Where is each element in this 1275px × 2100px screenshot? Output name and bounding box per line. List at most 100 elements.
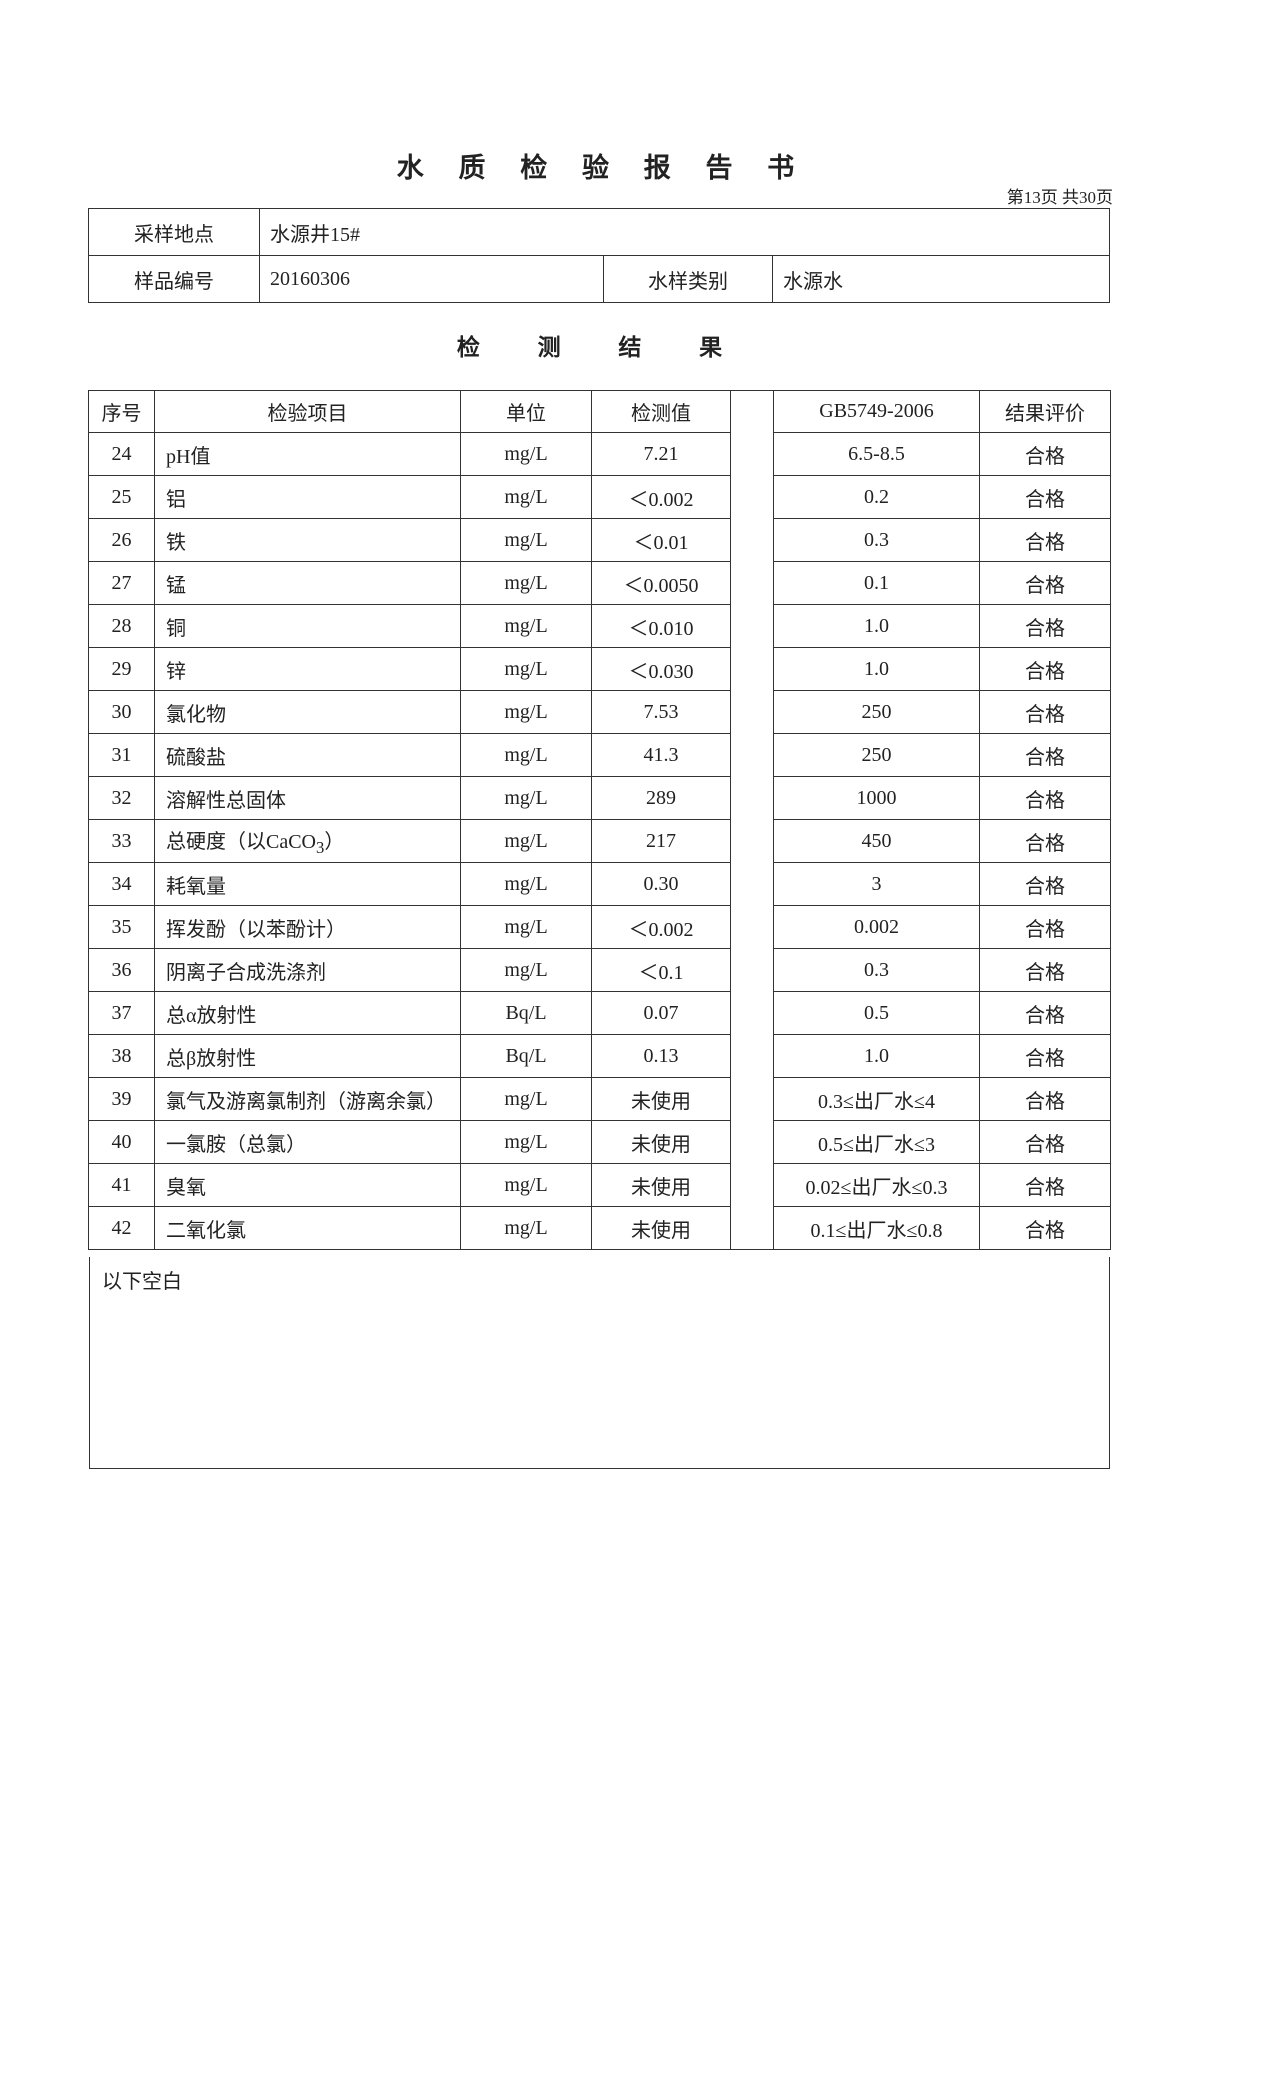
measured-value: ＜0.002 [591, 475, 731, 519]
item-name-text: 臭氧 [166, 1176, 206, 1199]
gap-cell [730, 905, 774, 949]
row-number: 41 [88, 1163, 155, 1207]
standard-limit: 0.02≤出厂水≤0.3 [773, 1163, 980, 1207]
standard-limit: 1.0 [773, 1034, 980, 1078]
standard-limit: 3 [773, 862, 980, 906]
standard-limit: 0.1 [773, 561, 980, 605]
standard-limit: 1000 [773, 776, 980, 820]
standard-limit: 250 [773, 690, 980, 734]
footer-note: 以下空白 [102, 1271, 182, 1293]
item-name: 氯气及游离氯制剂（游离余氯） [154, 1077, 461, 1121]
unit: mg/L [460, 647, 592, 691]
standard-limit: 250 [773, 733, 980, 777]
result-evaluation: 合格 [979, 1163, 1111, 1207]
measured-value: ＜0.002 [591, 905, 731, 949]
table-row: 33 总硬度（以CaCO3） mg/L 217 450 合格 [88, 819, 1111, 863]
sample-info-table: 采样地点 水源井15# 样品编号 20160306 水样类别 水源水 [88, 208, 1110, 303]
header-no: 序号 [88, 390, 155, 433]
item-name-text: 锌 [166, 660, 186, 683]
measured-value: 217 [591, 819, 731, 863]
header-value: 检测值 [591, 390, 731, 433]
item-name-text: 二氧化氯 [166, 1219, 246, 1242]
standard-limit: 1.0 [773, 647, 980, 691]
unit: mg/L [460, 905, 592, 949]
measured-value: 41.3 [591, 733, 731, 777]
gap-cell [730, 1163, 774, 1207]
unit: mg/L [460, 1163, 592, 1207]
standard-limit: 450 [773, 819, 980, 863]
unit: mg/L [460, 1120, 592, 1164]
gap-cell [730, 647, 774, 691]
gap-cell [730, 733, 774, 777]
row-number: 33 [88, 819, 155, 863]
table-row: 32 溶解性总固体 mg/L 289 1000 合格 [88, 776, 1111, 820]
table-row: 25 铝 mg/L ＜0.002 0.2 合格 [88, 475, 1111, 519]
result-evaluation: 合格 [979, 690, 1111, 734]
table-row: 31 硫酸盐 mg/L 41.3 250 合格 [88, 733, 1111, 777]
measured-value: 未使用 [591, 1120, 731, 1164]
unit: mg/L [460, 604, 592, 648]
gap-cell [730, 518, 774, 562]
row-number: 25 [88, 475, 155, 519]
row-number: 38 [88, 1034, 155, 1078]
unit: mg/L [460, 1077, 592, 1121]
table-row: 30 氯化物 mg/L 7.53 250 合格 [88, 690, 1111, 734]
item-name-text: 铁 [166, 531, 186, 554]
item-name: 阴离子合成洗涤剂 [154, 948, 461, 992]
item-name-text: 总β放射性 [166, 1047, 257, 1070]
table-row: 28 铜 mg/L ＜0.010 1.0 合格 [88, 604, 1111, 648]
unit: mg/L [460, 776, 592, 820]
measured-value: 未使用 [591, 1077, 731, 1121]
header-standard: GB5749-2006 [773, 390, 980, 433]
item-name: 耗氧量 [154, 862, 461, 906]
header-result: 结果评价 [979, 390, 1111, 433]
standard-limit: 0.1≤出厂水≤0.8 [773, 1206, 980, 1250]
row-number: 28 [88, 604, 155, 648]
gap-cell [730, 475, 774, 519]
item-name-suffix: ） [324, 830, 345, 853]
row-number: 34 [88, 862, 155, 906]
item-name: 铜 [154, 604, 461, 648]
item-name-text: 总α放射性 [166, 1004, 257, 1027]
result-evaluation: 合格 [979, 862, 1111, 906]
table-row: 42 二氧化氯 mg/L 未使用 0.1≤出厂水≤0.8 合格 [88, 1206, 1111, 1250]
item-name: 铝 [154, 475, 461, 519]
standard-limit: 1.0 [773, 604, 980, 648]
standard-limit: 0.3 [773, 518, 980, 562]
result-evaluation: 合格 [979, 518, 1111, 562]
item-name: 一氯胺（总氯） [154, 1120, 461, 1164]
item-name: 溶解性总固体 [154, 776, 461, 820]
item-name: 氯化物 [154, 690, 461, 734]
row-number: 29 [88, 647, 155, 691]
standard-limit: 0.5 [773, 991, 980, 1035]
standard-limit: 0.5≤出厂水≤3 [773, 1120, 980, 1164]
item-name-subscript: 3 [316, 837, 325, 857]
gap-cell [730, 390, 774, 433]
result-evaluation: 合格 [979, 1206, 1111, 1250]
unit: mg/L [460, 733, 592, 777]
measured-value: ＜0.010 [591, 604, 731, 648]
result-evaluation: 合格 [979, 776, 1111, 820]
result-evaluation: 合格 [979, 561, 1111, 605]
item-name-text: 氯气及游离氯制剂（游离余氯） [166, 1090, 446, 1113]
gap-cell [730, 862, 774, 906]
item-name-text: 耗氧量 [166, 875, 226, 898]
gap-cell [730, 1077, 774, 1121]
gap-cell [730, 604, 774, 648]
type-label: 水样类别 [603, 255, 773, 303]
unit: mg/L [460, 475, 592, 519]
result-evaluation: 合格 [979, 432, 1111, 476]
unit: mg/L [460, 561, 592, 605]
row-number: 30 [88, 690, 155, 734]
item-name-text: pH值 [166, 445, 211, 468]
unit: mg/L [460, 862, 592, 906]
gap-cell [730, 1034, 774, 1078]
result-evaluation: 合格 [979, 733, 1111, 777]
result-evaluation: 合格 [979, 905, 1111, 949]
measured-value: 289 [591, 776, 731, 820]
table-row: 24 pH值 mg/L 7.21 6.5-8.5 合格 [88, 432, 1111, 476]
measured-value: 0.13 [591, 1034, 731, 1078]
item-name-text: 锰 [166, 574, 186, 597]
unit: mg/L [460, 518, 592, 562]
header-unit: 单位 [460, 390, 592, 433]
